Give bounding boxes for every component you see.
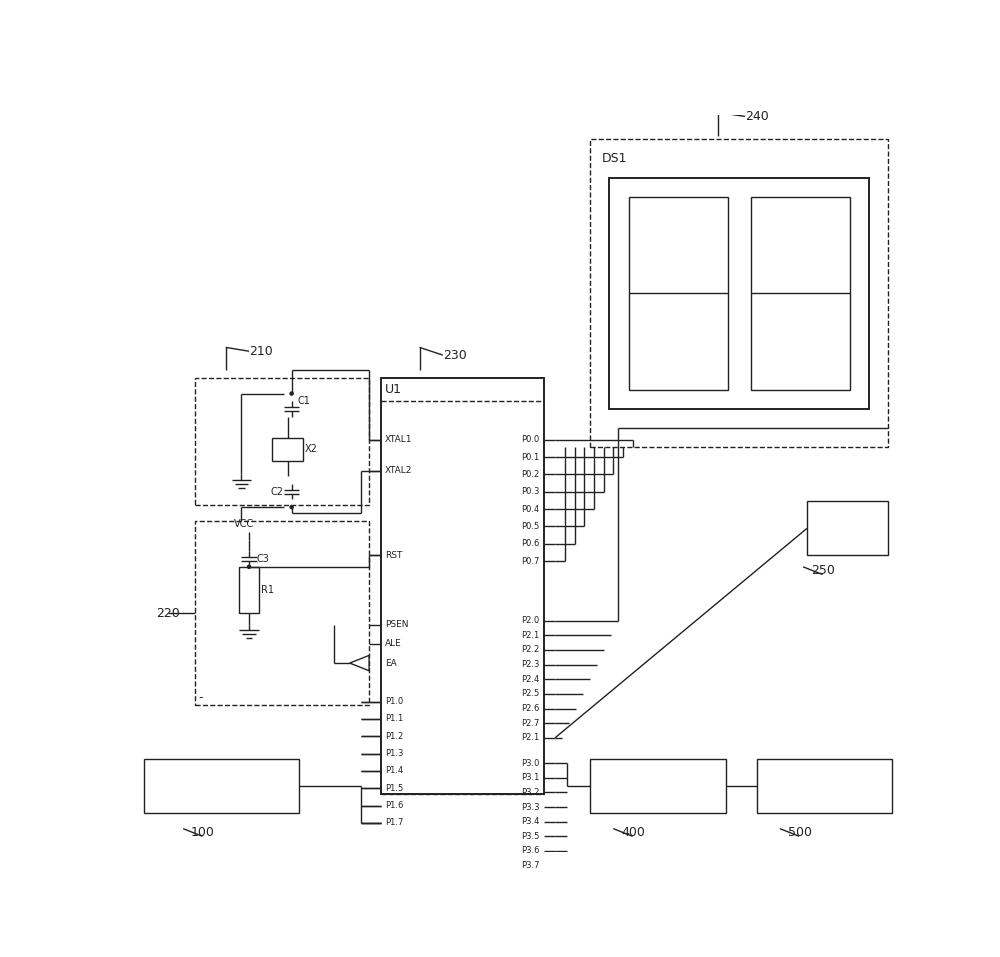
Text: P0.2: P0.2 bbox=[521, 470, 540, 478]
Text: P3.3: P3.3 bbox=[521, 803, 540, 812]
Text: P1.7: P1.7 bbox=[385, 818, 403, 828]
Bar bbox=[757, 759, 892, 813]
Bar bbox=[381, 378, 544, 794]
Text: P1.2: P1.2 bbox=[385, 732, 403, 741]
Text: P0.0: P0.0 bbox=[521, 435, 540, 444]
Text: 210: 210 bbox=[249, 345, 273, 358]
Text: 500: 500 bbox=[788, 826, 812, 839]
Text: 240: 240 bbox=[745, 110, 769, 122]
Text: P3.1: P3.1 bbox=[521, 773, 540, 782]
Text: P2.7: P2.7 bbox=[521, 719, 540, 727]
Text: P3.4: P3.4 bbox=[521, 817, 540, 826]
Bar bbox=[195, 521, 369, 705]
Text: P3.5: P3.5 bbox=[521, 832, 540, 841]
Text: P2.1: P2.1 bbox=[521, 631, 540, 640]
Text: P0.3: P0.3 bbox=[521, 487, 540, 497]
Text: C2: C2 bbox=[270, 487, 283, 497]
Text: PSEN: PSEN bbox=[385, 620, 408, 629]
Text: 100: 100 bbox=[191, 826, 215, 839]
Text: P0.6: P0.6 bbox=[521, 539, 540, 548]
Text: P2.3: P2.3 bbox=[521, 660, 540, 669]
Text: P0.4: P0.4 bbox=[521, 504, 540, 514]
Bar bbox=[195, 378, 369, 505]
Text: 220: 220 bbox=[156, 607, 180, 619]
Text: C1: C1 bbox=[297, 396, 310, 407]
Text: P2.1: P2.1 bbox=[521, 733, 540, 743]
Text: VCC: VCC bbox=[234, 520, 254, 529]
Text: RST: RST bbox=[385, 551, 402, 560]
Text: 230: 230 bbox=[443, 348, 466, 362]
Text: ALE: ALE bbox=[385, 639, 401, 648]
Text: P3.2: P3.2 bbox=[521, 788, 540, 797]
Text: R1: R1 bbox=[261, 585, 274, 595]
Bar bbox=[751, 197, 850, 389]
Text: 400: 400 bbox=[621, 826, 645, 839]
Bar bbox=[239, 567, 259, 613]
Text: P0.1: P0.1 bbox=[521, 453, 540, 461]
Text: P0.7: P0.7 bbox=[521, 557, 540, 566]
Bar bbox=[807, 501, 888, 555]
Bar bbox=[272, 438, 303, 461]
Text: DS1: DS1 bbox=[602, 152, 627, 166]
Text: P1.6: P1.6 bbox=[385, 801, 403, 810]
Text: EA: EA bbox=[385, 658, 396, 668]
Text: P3.0: P3.0 bbox=[521, 759, 540, 768]
Text: U1: U1 bbox=[385, 383, 402, 396]
Text: P0.5: P0.5 bbox=[521, 522, 540, 531]
Text: 250: 250 bbox=[811, 565, 835, 577]
Text: P1.3: P1.3 bbox=[385, 749, 403, 758]
Bar bbox=[629, 197, 728, 389]
Text: P1.0: P1.0 bbox=[385, 697, 403, 706]
Bar bbox=[590, 759, 726, 813]
Bar bbox=[590, 140, 888, 448]
Text: P1.1: P1.1 bbox=[385, 715, 403, 723]
Text: P1.4: P1.4 bbox=[385, 767, 403, 775]
Text: P2.6: P2.6 bbox=[521, 704, 540, 713]
Text: P2.4: P2.4 bbox=[521, 675, 540, 683]
Circle shape bbox=[290, 392, 293, 395]
Circle shape bbox=[247, 566, 251, 568]
Text: C3: C3 bbox=[257, 554, 270, 564]
Circle shape bbox=[290, 505, 293, 509]
Text: -: - bbox=[199, 691, 203, 704]
Text: P3.7: P3.7 bbox=[521, 861, 540, 870]
Text: X2: X2 bbox=[305, 444, 318, 455]
Text: XTAL2: XTAL2 bbox=[385, 466, 412, 475]
Text: XTAL1: XTAL1 bbox=[385, 435, 412, 444]
Text: P1.5: P1.5 bbox=[385, 784, 403, 792]
Bar bbox=[609, 178, 869, 409]
Text: P3.6: P3.6 bbox=[521, 846, 540, 856]
Text: P2.2: P2.2 bbox=[521, 645, 540, 655]
Text: P2.5: P2.5 bbox=[521, 689, 540, 699]
Bar bbox=[144, 759, 299, 813]
Text: P2.0: P2.0 bbox=[521, 616, 540, 625]
